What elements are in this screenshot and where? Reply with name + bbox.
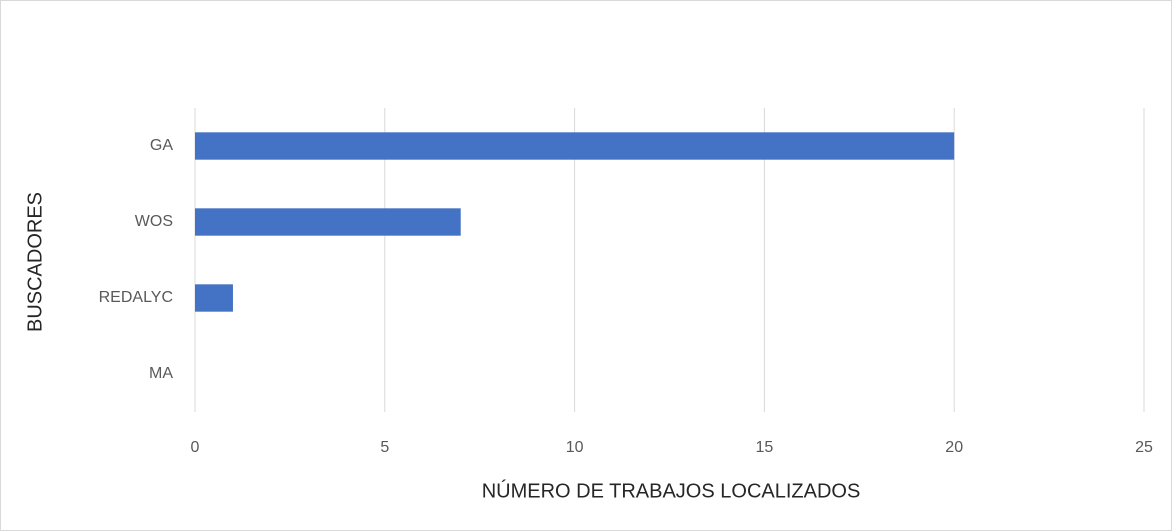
y-tick-label: MA [149,365,173,382]
bar [195,208,461,236]
x-tick-label: 10 [566,439,584,456]
y-tick-label: WOS [135,213,173,230]
x-tick-label: 25 [1135,439,1153,456]
bar [195,132,955,160]
bar [195,284,233,312]
y-tick-label: REDALYC [99,289,173,306]
x-tick-label: 20 [945,439,963,456]
x-tick-label: 5 [380,439,389,456]
x-tick-label: 0 [191,439,200,456]
x-axis-title: NÚMERO DE TRABAJOS LOCALIZADOS [482,479,861,502]
y-tick-label: GA [150,137,173,154]
x-tick-label: 15 [756,439,774,456]
y-axis-title: BUSCADORES [24,192,46,332]
